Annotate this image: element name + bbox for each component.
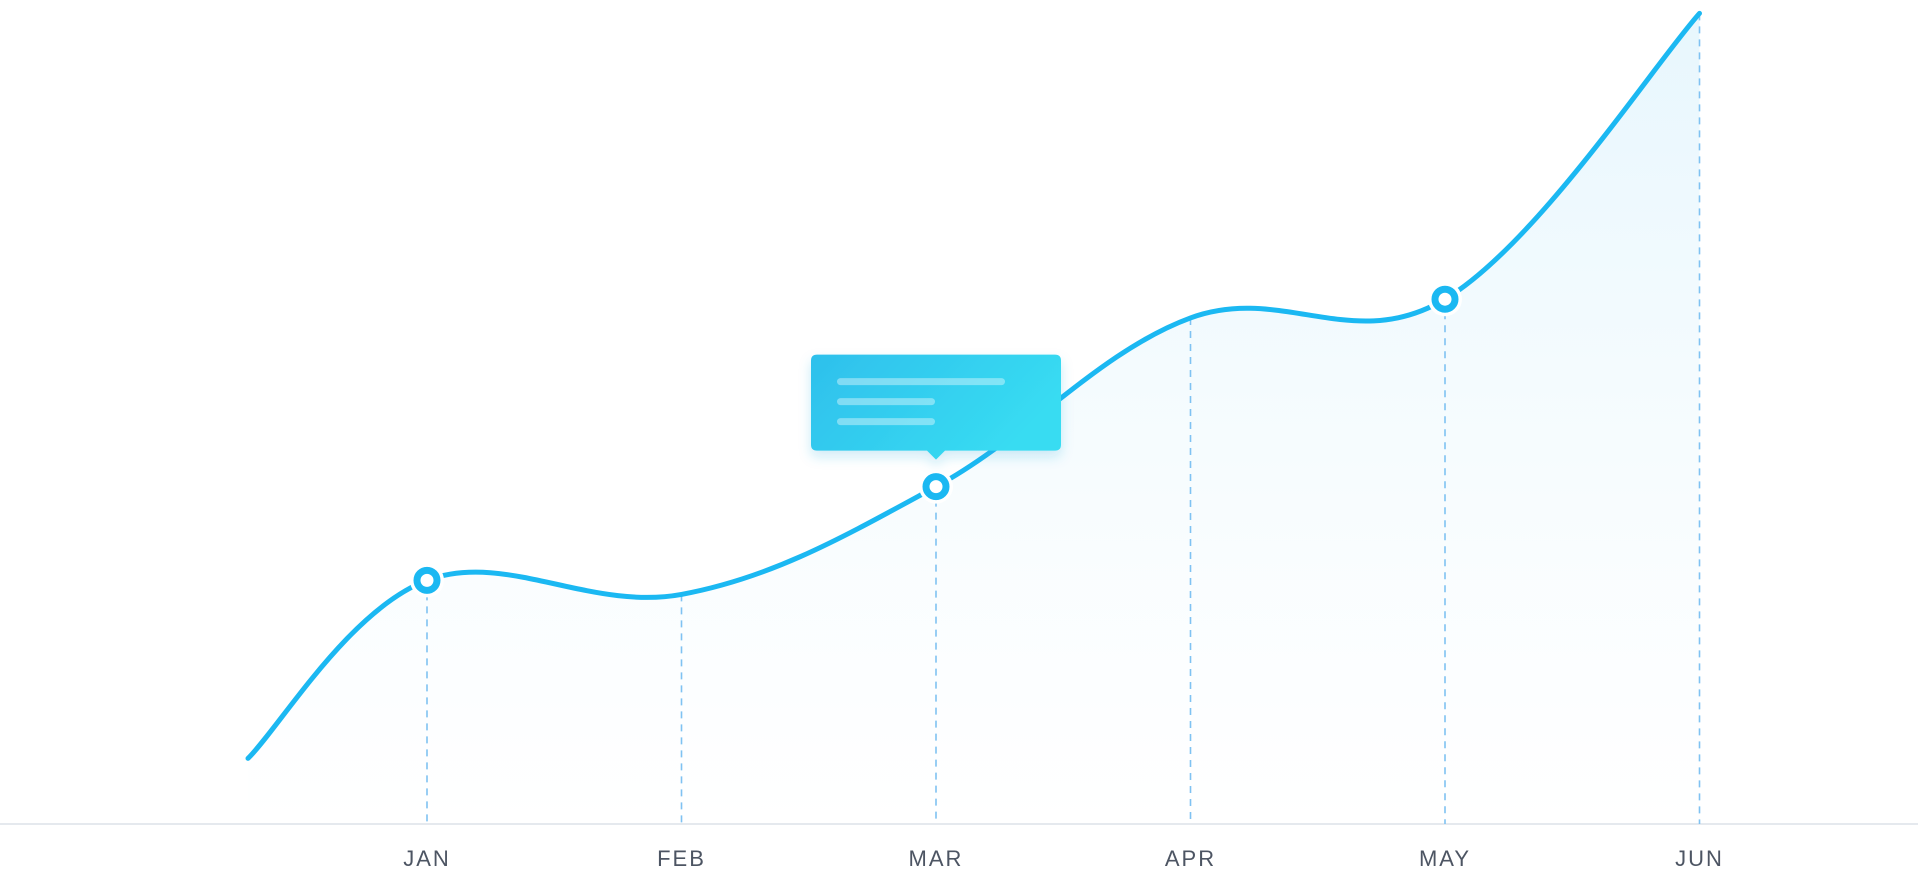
x-tick-label: MAY: [1419, 846, 1471, 871]
x-tick-label: JAN: [403, 846, 451, 871]
x-axis-tick-labels: JAN FEB MAR APR MAY JUN: [403, 846, 1724, 871]
tooltip-placeholder-line: [837, 418, 935, 426]
x-tick-label: MAR: [909, 846, 964, 871]
point-marker-mar[interactable]: [922, 473, 950, 501]
x-tick-label: APR: [1165, 846, 1216, 871]
point-marker-jan[interactable]: [413, 566, 441, 594]
vertical-gridlines: [426, 13, 1701, 824]
tooltip-box: [811, 354, 1061, 460]
series-area-fill: [248, 13, 1700, 825]
x-tick-label: FEB: [657, 846, 706, 871]
point-markers: [410, 282, 1462, 598]
point-marker-may[interactable]: [1431, 285, 1459, 313]
tooltip-placeholder-line: [837, 398, 935, 406]
tooltip-placeholder-line: [837, 378, 1005, 386]
x-tick-label: JUN: [1675, 846, 1724, 871]
data-tooltip: [811, 354, 1061, 460]
